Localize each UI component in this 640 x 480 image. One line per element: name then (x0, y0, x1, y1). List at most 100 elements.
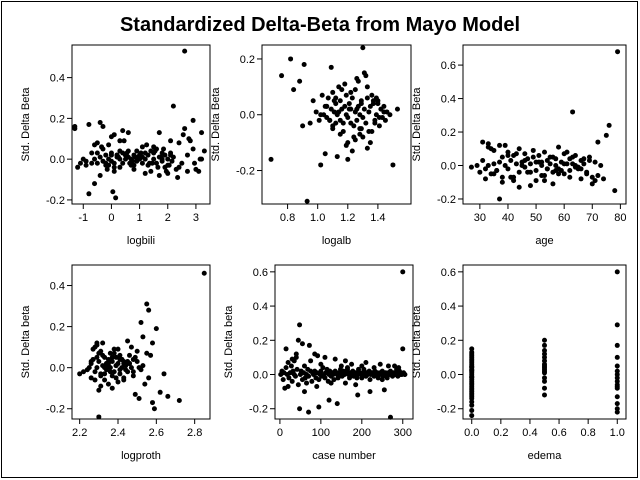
data-point (516, 184, 522, 190)
data-point (184, 152, 190, 158)
y-tick-label: 0.0 (50, 363, 65, 375)
data-point (361, 70, 367, 76)
data-point (169, 158, 175, 164)
data-point (301, 363, 307, 369)
data-point (327, 117, 333, 123)
data-point (614, 363, 620, 369)
x-tick-label: 0.8 (581, 427, 596, 439)
x-axis-label: case number (312, 450, 376, 462)
data-point (553, 168, 559, 174)
data-point (363, 360, 369, 366)
data-point (469, 349, 475, 355)
data-point (502, 142, 508, 148)
data-point (336, 109, 342, 115)
y-tick-label: 0.2 (50, 113, 65, 125)
data-point (121, 377, 127, 383)
data-point (564, 149, 570, 155)
data-point (182, 126, 188, 132)
data-point (319, 92, 325, 98)
data-point (152, 148, 158, 154)
data-point (196, 168, 202, 174)
data-point (102, 371, 108, 377)
x-tick-label: 0.0 (464, 427, 479, 439)
data-point (159, 158, 165, 164)
data-point (542, 358, 547, 364)
data-point (113, 363, 119, 369)
plot-frame (261, 44, 412, 205)
y-tick-label: -0.2 (437, 404, 456, 416)
data-point (139, 154, 145, 160)
data-point (603, 132, 609, 138)
data-point (306, 373, 312, 379)
data-point (94, 150, 100, 156)
data-point (371, 365, 377, 371)
data-point (142, 381, 148, 387)
data-point (140, 334, 146, 340)
data-point (342, 358, 348, 364)
data-point (469, 407, 475, 413)
data-point (125, 359, 131, 365)
x-tick-label: 1.0 (610, 427, 625, 439)
data-point (364, 84, 370, 90)
data-point (469, 364, 475, 370)
y-tick-label: 0.6 (441, 267, 456, 279)
y-axis-label: Std. Delta Beta (411, 87, 423, 162)
x-tick-label: 1.0 (310, 212, 325, 224)
data-point (556, 144, 562, 150)
data-point (480, 139, 486, 145)
data-point (291, 87, 297, 93)
data-point (382, 117, 388, 123)
data-point (342, 103, 348, 109)
data-point (170, 154, 176, 160)
data-point (614, 401, 620, 407)
data-point (581, 156, 587, 162)
data-point (394, 366, 400, 372)
data-point (586, 157, 592, 163)
x-tick-label: 2.6 (149, 427, 164, 439)
data-point (533, 168, 539, 174)
x-axis-label: logalb (322, 235, 351, 247)
data-point (344, 365, 350, 371)
data-point (146, 307, 152, 313)
panel-5: 0 100 200 300 -0.2 0.0 0.2 0.4 0.6 case number Std… (223, 264, 414, 462)
data-point (364, 95, 370, 101)
data-point (111, 168, 117, 174)
data-point (334, 154, 340, 160)
data-point (381, 109, 387, 115)
data-point (358, 126, 364, 132)
data-point (567, 168, 573, 174)
y-tick-label: 0.0 (240, 110, 255, 122)
x-tick-label: 80 (614, 212, 626, 224)
y-tick-label: 0.4 (50, 281, 65, 293)
data-point (98, 383, 104, 389)
data-point (88, 375, 94, 381)
data-point (542, 342, 547, 348)
data-point (111, 160, 117, 166)
data-point (153, 160, 159, 166)
data-point (86, 122, 92, 127)
data-point (474, 163, 480, 169)
data-point (119, 356, 125, 362)
data-point (400, 269, 406, 275)
x-tick-label: -1 (78, 212, 88, 224)
data-point (318, 162, 324, 168)
data-point (346, 106, 352, 112)
data-point (175, 175, 181, 180)
data-point (128, 365, 134, 371)
data-point (328, 64, 334, 70)
data-point (94, 140, 100, 146)
x-axis-label: logproth (121, 450, 161, 462)
data-point (100, 340, 106, 346)
data-point (499, 174, 505, 180)
data-point (94, 342, 100, 348)
data-point (96, 387, 102, 393)
data-point (342, 81, 348, 87)
data-point (288, 363, 294, 369)
data-point (376, 115, 382, 121)
data-point (96, 359, 102, 365)
plot-frame (71, 44, 211, 205)
data-point (348, 89, 354, 95)
x-tick-label: 0.6 (551, 427, 566, 439)
data-point (176, 164, 182, 170)
data-point (527, 183, 533, 189)
